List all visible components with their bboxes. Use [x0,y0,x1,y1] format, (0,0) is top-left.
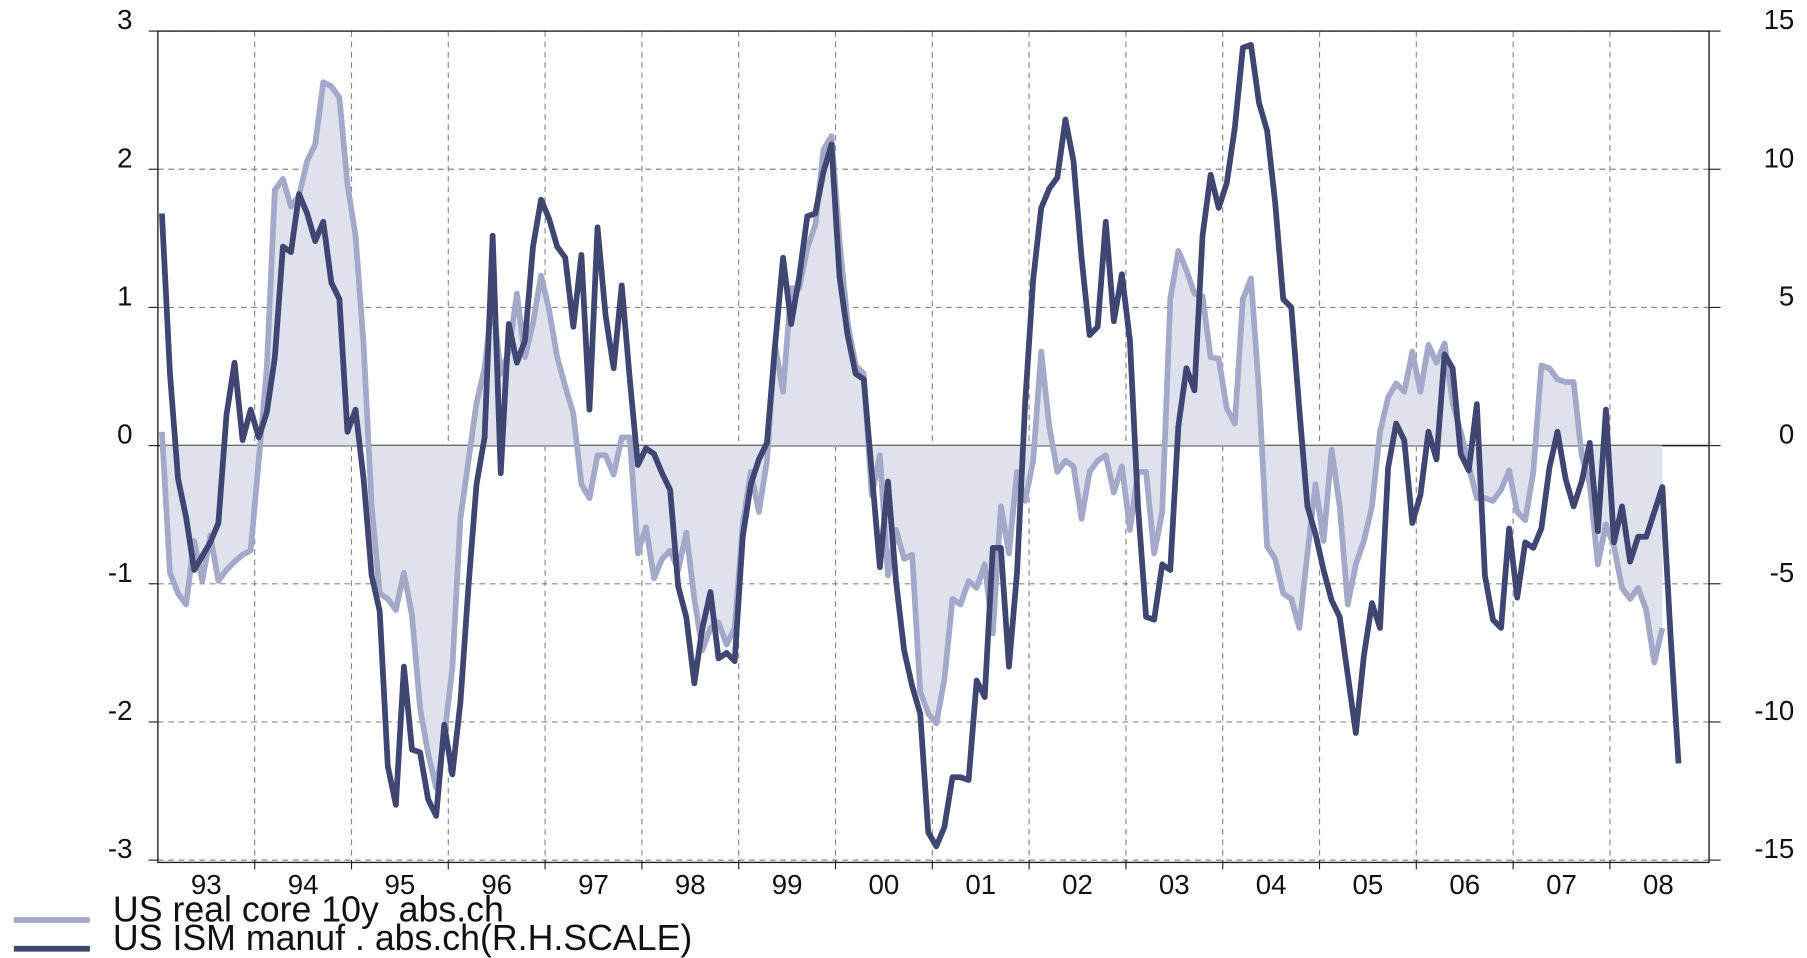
y-tick-label: 1 [117,281,132,312]
x-tick-label: 03 [1159,869,1190,900]
x-tick-label: 96 [481,869,512,900]
series-line [159,42,1682,850]
x-tick-label: 07 [1546,869,1577,900]
x-tick-label: 93 [191,869,222,900]
y2-tick-label: -15 [1754,833,1794,864]
x-tick-label: 08 [1643,869,1674,900]
x-tick-label: 98 [675,869,706,900]
x-tick-label: 01 [965,869,996,900]
y2-tick-label: -5 [1770,557,1795,588]
x-tick-label: 97 [578,869,609,900]
plot-frame [157,30,1710,864]
y2-tick-label: 0 [1779,419,1794,450]
x-tick-label: 05 [1353,869,1384,900]
x-tick-label: 02 [1062,869,1093,900]
y2-tick-label: 10 [1764,142,1795,173]
x-tick-label: 99 [772,869,803,900]
y2-tick-label: 15 [1764,4,1795,35]
y-tick-label: 3 [117,4,132,35]
legend-label: US ISM manuf . abs.ch(R.H.SCALE) [113,918,692,958]
y2-tick-label: 5 [1779,281,1794,312]
plot-area [159,42,1682,850]
x-tick-label: 06 [1449,869,1480,900]
y-tick-label: -1 [108,557,133,588]
series-line [159,79,1666,792]
x-tick-label: 94 [288,869,319,900]
y2-tick-label: -10 [1754,695,1794,726]
legend-label: US real core 10y abs.ch [113,889,504,929]
x-tick-label: 00 [869,869,900,900]
x-tick-label: 04 [1256,869,1287,900]
y-tick-label: 2 [117,142,132,173]
x-tick-label: 95 [385,869,416,900]
y-tick-label: -3 [108,833,133,864]
y-tick-label: 0 [117,419,132,450]
y-tick-label: -2 [108,695,133,726]
